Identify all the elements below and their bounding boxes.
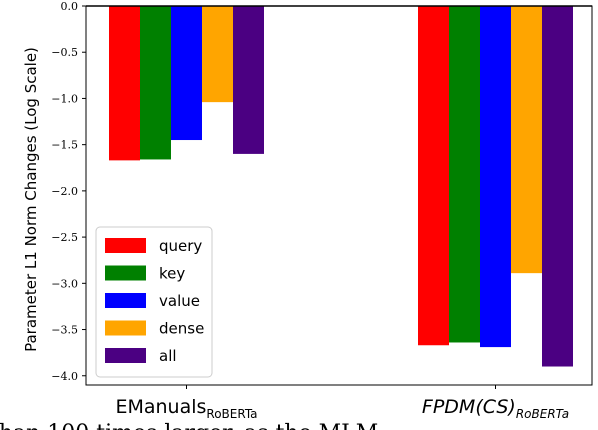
y-ticks: 0.0 −0.5 −1.0 −1.5 −2.0 −2.5 −3.0 −3.5 −4.0 — [51, 0, 86, 383]
y-axis-label: Parameter L1 Norm Changes (Log Scale) — [22, 47, 40, 352]
legend-swatch-query — [105, 238, 146, 253]
legend: query key value dense all — [95, 226, 213, 378]
bar-key-1 — [449, 6, 480, 343]
y-tick-label: −3.0 — [51, 277, 78, 290]
legend-swatch-dense — [105, 320, 146, 336]
axes-group — [85, 5, 593, 386]
caption-fragment: than 100 times larger, as the MLM — [0, 421, 378, 430]
bar-query-0 — [109, 6, 140, 161]
y-tick-label: 0.0 — [61, 0, 79, 13]
x-ticks: EManualsRoBERTa FPDM(CS)RoBERTa — [115, 385, 569, 421]
x-tick-label: FPDM(CS)RoBERTa — [422, 396, 569, 421]
bar-query-1 — [418, 6, 449, 346]
y-tick-label: −3.5 — [51, 324, 78, 337]
y-tick-label: −2.0 — [51, 185, 78, 198]
bar-dense-0 — [202, 6, 233, 103]
bar-value-0 — [171, 6, 202, 141]
legend-label-all: all — [159, 347, 177, 365]
legend-swatch-all — [105, 348, 146, 363]
bar-value-1 — [480, 6, 511, 348]
bar-key-0 — [140, 6, 171, 160]
y-tick-label: −4.0 — [51, 370, 78, 383]
legend-label-dense: dense — [159, 320, 204, 338]
bars-group — [109, 6, 573, 367]
legend-swatch-value — [105, 293, 146, 308]
legend-label-value: value — [159, 292, 200, 310]
bar-all-0 — [233, 6, 264, 154]
legend-label-query: query — [159, 237, 202, 255]
bar-all-1 — [542, 6, 573, 367]
legend-swatch-key — [105, 265, 146, 281]
legend-box — [95, 226, 213, 378]
y-tick-label: −1.0 — [51, 92, 78, 105]
x-tick-label: EManualsRoBERTa — [115, 396, 257, 421]
y-tick-label: −2.5 — [51, 231, 78, 244]
y-tick-label: −1.5 — [51, 139, 78, 152]
legend-label-key: key — [159, 265, 185, 283]
y-tick-label: −0.5 — [51, 46, 78, 59]
bar-dense-1 — [511, 6, 542, 274]
